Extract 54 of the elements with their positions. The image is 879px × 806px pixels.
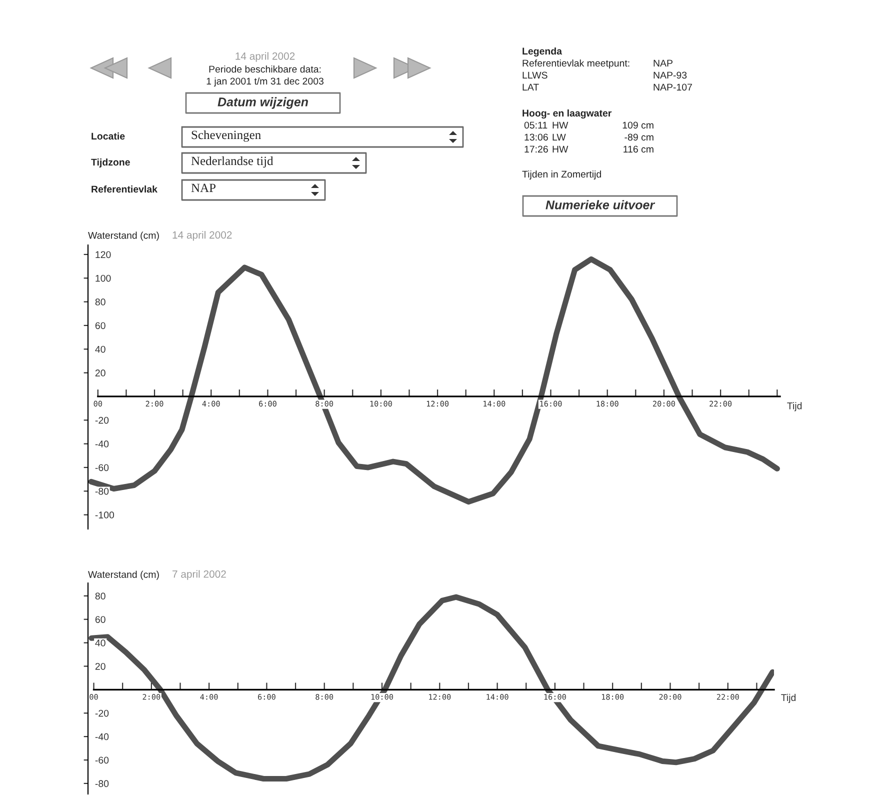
chart-title: 7 april 2002	[172, 570, 226, 580]
text: Referentievlak	[92, 185, 158, 193]
y-tick-label: 20	[95, 662, 106, 670]
y-tick-label: 60	[95, 616, 106, 623]
text: NAP	[191, 184, 216, 192]
text: Numerieke uitvoer	[546, 200, 656, 210]
text: 109 cm	[622, 122, 654, 129]
chart-title: 14 april 2002	[172, 231, 232, 241]
text: HW	[552, 146, 568, 153]
y-tick-label: 20	[95, 370, 106, 376]
text: Legenda	[522, 47, 562, 57]
text: 13:06	[524, 134, 548, 141]
y-tick-label: -40	[95, 440, 109, 448]
y-tick-label: 60	[95, 322, 106, 330]
text: Nederlandse tijd	[191, 156, 274, 168]
y-tick-label: -60	[95, 464, 109, 472]
y-tick-label: 100	[96, 274, 111, 282]
y-tick-label: 40	[95, 640, 106, 646]
text: 05:11	[524, 122, 548, 129]
y-tick-label: 40	[95, 346, 106, 353]
text: Periode beschikbare data:	[209, 65, 321, 73]
text: HW	[552, 122, 568, 129]
y-axis-title: Waterstand (cm)	[88, 232, 159, 241]
y-tick-label: -20	[95, 710, 109, 717]
text: LLWS	[522, 72, 548, 79]
y-tick-label: -80	[95, 780, 109, 788]
x-axis-title: Tijd	[787, 402, 802, 412]
text: NAP-107	[654, 84, 692, 91]
y-tick-label: 120	[96, 251, 111, 258]
text: -89 cm	[624, 134, 654, 141]
text: Referentievlak meetpunt:	[522, 59, 630, 69]
y-axis-title: Waterstand (cm)	[88, 570, 159, 580]
text: Tijdzone	[91, 158, 130, 168]
text: Tijden in Zomertijd	[522, 170, 601, 180]
text: Locatie	[92, 132, 125, 140]
y-tick-label: 80	[95, 298, 106, 306]
y-tick-label: -100	[95, 512, 114, 518]
text: Datum wijzigen	[218, 97, 308, 109]
x-axis-title: Tijd	[781, 694, 796, 703]
y-tick-label: -80	[95, 488, 109, 495]
text: 14 april 2002	[236, 52, 295, 62]
text: LW	[552, 134, 566, 141]
text: 17:26	[524, 146, 548, 153]
text: Hoog- en laagwater	[522, 109, 612, 119]
text: 116 cm	[624, 146, 654, 153]
y-tick-label: 80	[95, 592, 106, 600]
y-tick-label: -60	[95, 756, 109, 764]
text: 1 jan 2001 t/m 31 dec 2003	[206, 77, 324, 87]
text: Scheveningen	[192, 130, 261, 142]
y-tick-label: -40	[95, 733, 109, 740]
text: NAP-93	[654, 72, 687, 79]
y-tick-label: -20	[95, 416, 109, 424]
text: LAT	[522, 84, 539, 91]
text: NAP	[654, 60, 672, 67]
